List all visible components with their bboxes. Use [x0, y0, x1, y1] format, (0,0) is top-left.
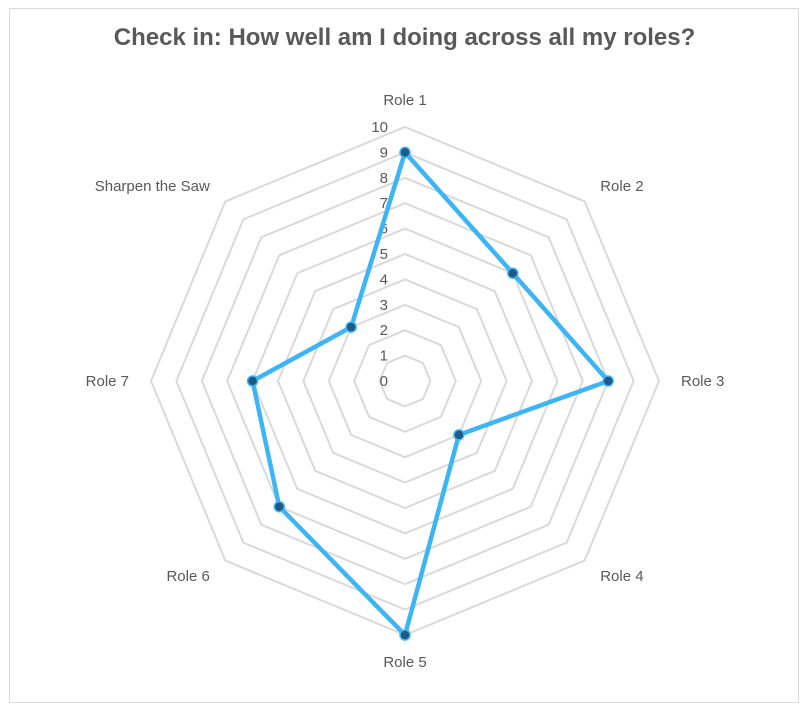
axis-label: Role 6	[166, 568, 209, 585]
grid-ring	[175, 151, 635, 611]
tick-label: 6	[380, 221, 388, 238]
tick-label: 5	[380, 246, 388, 263]
tick-label: 4	[380, 271, 388, 288]
data-point	[273, 500, 286, 513]
axis-labels: Role 1 Role 2 Role 3 Role 4 Role 5 Role 6 Role…	[86, 92, 725, 671]
axis-label: Role 7	[86, 373, 129, 390]
tick-label: 9	[380, 144, 388, 161]
tick-labels: 0 1 2 3 4 5 6 7 8 9 10	[371, 119, 388, 390]
axis-label: Sharpen the Saw	[95, 178, 210, 195]
axis-label: Role 3	[681, 373, 724, 390]
tick-label: 8	[380, 170, 388, 187]
tick-label: 1	[380, 348, 388, 365]
series-line	[250, 150, 611, 638]
data-point	[453, 429, 465, 441]
grid-ring	[251, 227, 559, 535]
data-point	[507, 267, 519, 279]
chart-title: Check in: How well am I doing across all…	[113, 24, 696, 51]
tick-label: 2	[380, 322, 388, 339]
grid-ring	[378, 354, 432, 408]
grid-ring	[353, 329, 457, 433]
axis-label: Role 1	[383, 92, 426, 109]
data-point	[399, 146, 411, 159]
grid-ring	[200, 176, 610, 586]
grid	[149, 125, 661, 637]
tick-label: 0	[380, 373, 388, 390]
grid-ring	[276, 252, 534, 510]
data-point	[399, 629, 411, 641]
data-point	[246, 375, 259, 387]
grid-ring	[327, 303, 483, 459]
tick-label: 7	[380, 195, 388, 212]
tick-label: 10	[371, 119, 388, 136]
data-point	[602, 375, 614, 387]
axis-label: Role 5	[383, 654, 426, 671]
data-point	[345, 321, 357, 333]
tick-label: 3	[380, 297, 388, 314]
grid-ring	[302, 278, 508, 484]
axis-label: Role 2	[600, 178, 643, 195]
axis-label: Role 4	[600, 568, 643, 585]
grid-ring	[226, 202, 584, 560]
